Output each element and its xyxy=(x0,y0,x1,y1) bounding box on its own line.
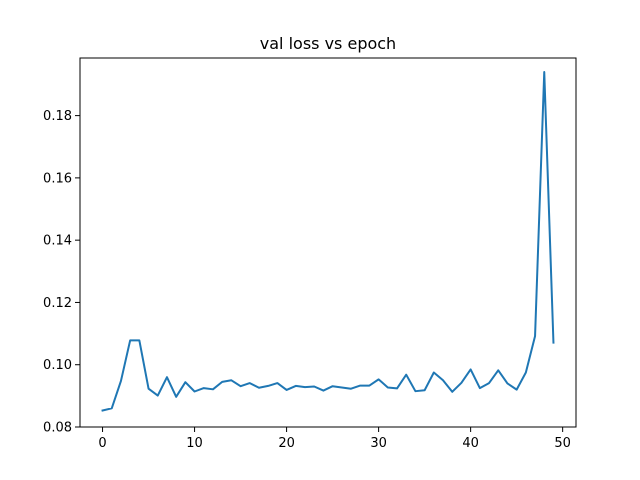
axes-frame xyxy=(79,57,577,428)
y-tick-label: 0.14 xyxy=(43,234,72,249)
y-tick-label: 0.18 xyxy=(43,109,72,124)
x-tick-label: 30 xyxy=(370,436,387,451)
x-tick-label: 20 xyxy=(278,436,295,451)
y-tick-label: 0.16 xyxy=(43,171,72,186)
y-tick-label: 0.08 xyxy=(43,421,72,436)
x-tick-label: 40 xyxy=(462,436,479,451)
x-tick-label: 50 xyxy=(554,436,571,451)
series-line-0 xyxy=(101,71,555,412)
y-tick-label: 0.12 xyxy=(43,296,72,311)
chart-title: val loss vs epoch xyxy=(260,34,396,53)
x-tick-label: 0 xyxy=(98,436,106,451)
plot-area: 0 10 20 30 40 50 0.08 0.10 0.12 0.14 0.16 0.18 xyxy=(43,57,577,451)
x-tick-label: 10 xyxy=(186,436,203,451)
y-tick-label: 0.10 xyxy=(43,358,72,373)
